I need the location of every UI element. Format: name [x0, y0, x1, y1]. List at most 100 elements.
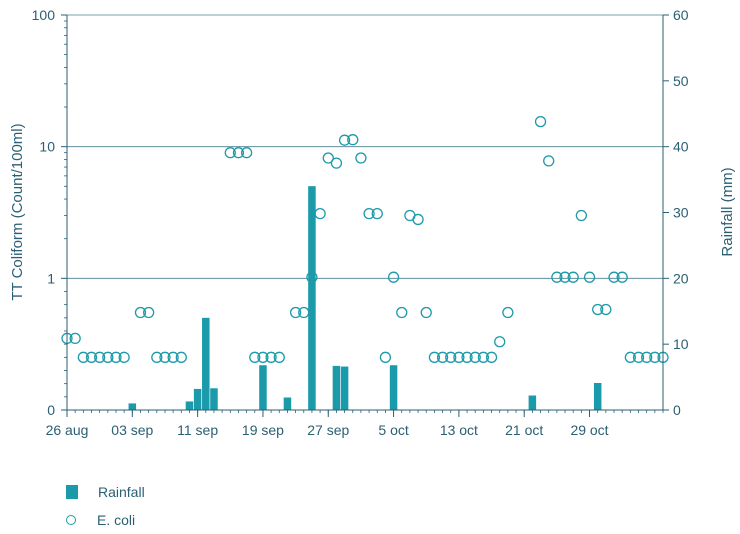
y-right-tick-label-0: 0: [673, 402, 681, 418]
ecoli-point-33: [387, 271, 400, 283]
tick-labels: 0 1 10 100 0 10 20 30 40 50 60 26 aug 03 sep 11 sep 19…: [32, 7, 689, 438]
x-tick-label-6: 13 oct: [440, 422, 478, 438]
ecoli-point-41: [453, 351, 465, 363]
ecoli-point-13: [175, 351, 187, 363]
y-left-tick-label-2: 10: [39, 139, 55, 155]
rainfall-bar-9: [340, 366, 349, 410]
ecoli-point-10: [151, 351, 163, 363]
y-left-tick-label-1: 1: [47, 270, 55, 286]
ecoli-point-52: [567, 271, 579, 283]
legend-marker-ecoli: [66, 515, 76, 525]
rainfall-bars: [128, 186, 602, 410]
ecoli-point-8: [134, 306, 147, 319]
rainfall-bar-3: [202, 317, 210, 410]
x-tick-label-5: 5 oct: [378, 422, 408, 438]
legend-item-ecoli: E. coli: [66, 506, 145, 534]
ecoli-point-23: [306, 271, 318, 283]
ecoli-point-43: [469, 351, 481, 363]
ecoli-point-6: [110, 351, 122, 363]
y-right-tick-label-2: 20: [673, 270, 689, 286]
y-axis-right-label: Rainfall (mm): [719, 167, 736, 256]
ecoli-point-39: [436, 351, 449, 363]
x-tick-label-7: 21 oct: [505, 422, 543, 438]
rainfall-bar-8: [332, 365, 341, 410]
legend-item-rainfall: Rainfall: [66, 478, 145, 506]
rainfall-bar-5: [259, 365, 267, 410]
ecoli-point-44: [477, 351, 490, 363]
ecoli-point-19: [265, 351, 277, 363]
ecoli-point-40: [445, 351, 457, 363]
rainfall-bar-12: [593, 383, 602, 410]
ecoli-point-5: [102, 351, 114, 363]
ecoli-point-28: [347, 134, 359, 146]
ecoli-point-53: [575, 209, 588, 222]
legend-swatch-rainfall: [66, 485, 78, 499]
ecoli-point-47: [502, 306, 514, 319]
ecoli-point-32: [379, 351, 392, 363]
rainfall-bar-2: [193, 388, 202, 410]
ecoli-point-46: [494, 336, 506, 348]
ecoli-point-48: [534, 115, 547, 128]
ecoli-point-7: [118, 351, 130, 363]
x-tick-label-0: 26 aug: [46, 422, 89, 438]
ecoli-point-58: [616, 271, 628, 283]
ecoli-point-15: [232, 147, 245, 159]
ecoli-point-38: [428, 351, 441, 363]
ecoli-point-61: [641, 351, 653, 363]
x-tick-label-4: 27 sep: [307, 422, 349, 438]
y-axis-left-label: TT Coliform (Count/100ml): [9, 123, 26, 300]
y-right-tick-label-3: 30: [673, 205, 689, 221]
ecoli-point-22: [298, 306, 310, 319]
ecoli-points: [61, 115, 669, 363]
ecoli-point-49: [543, 155, 555, 167]
chart: 0 1 10 100 0 10 20 30 40 50 60 26 aug 03 sep 11 sep 19…: [9, 7, 736, 438]
ecoli-point-30: [363, 207, 375, 220]
ecoli-point-26: [330, 157, 343, 169]
ecoli-point-59: [624, 351, 636, 363]
ecoli-point-14: [224, 147, 236, 159]
x-tick-label-2: 11 sep: [177, 422, 218, 438]
gridlines: [67, 14, 663, 279]
ecoli-point-17: [249, 351, 261, 363]
ecoli-point-60: [632, 351, 645, 363]
ecoli-point-36: [412, 213, 424, 226]
y-right-tick-label-6: 60: [673, 7, 689, 23]
ecoli-point-42: [461, 351, 473, 363]
ecoli-point-16: [240, 147, 253, 159]
ecoli-point-24: [314, 207, 326, 220]
rainfall-bar-1: [185, 401, 194, 410]
ecoli-point-27: [338, 134, 351, 146]
x-tick-label-1: 03 sep: [111, 422, 153, 438]
ecoli-point-34: [396, 306, 408, 319]
ecoli-point-21: [289, 306, 302, 319]
ecoli-point-54: [583, 271, 596, 283]
axes: [61, 14, 669, 417]
legend-label-ecoli: E. coli: [97, 512, 136, 528]
y-right-tick-label-1: 10: [673, 336, 689, 352]
ecoli-point-31: [371, 207, 383, 220]
ecoli-point-3: [85, 351, 98, 363]
y-right-tick-label-5: 50: [673, 73, 689, 89]
ecoli-point-51: [559, 271, 571, 283]
rainfall-bar-4: [210, 388, 218, 410]
ecoli-point-4: [94, 351, 106, 363]
ecoli-point-57: [608, 271, 620, 283]
rainfall-bar-6: [283, 397, 292, 410]
ecoli-point-12: [167, 351, 179, 363]
ecoli-point-29: [355, 152, 367, 164]
ecoli-point-50: [551, 271, 563, 283]
ecoli-point-1: [69, 332, 81, 345]
rainfall-bar-0: [128, 403, 137, 410]
ecoli-point-37: [420, 306, 432, 319]
legend-label-rainfall: Rainfall: [98, 484, 145, 500]
ecoli-point-56: [600, 303, 612, 316]
rainfall-bar-11: [528, 395, 537, 410]
rainfall-bar-10: [389, 365, 398, 410]
rainfall-bar-7: [308, 186, 316, 410]
ecoli-point-62: [649, 351, 661, 363]
y-left-tick-label-3: 100: [32, 7, 56, 23]
y-right-tick-label-4: 40: [673, 139, 689, 155]
ecoli-point-2: [77, 351, 89, 363]
ecoli-point-20: [273, 351, 285, 363]
x-tick-label-8: 29 oct: [570, 422, 608, 438]
